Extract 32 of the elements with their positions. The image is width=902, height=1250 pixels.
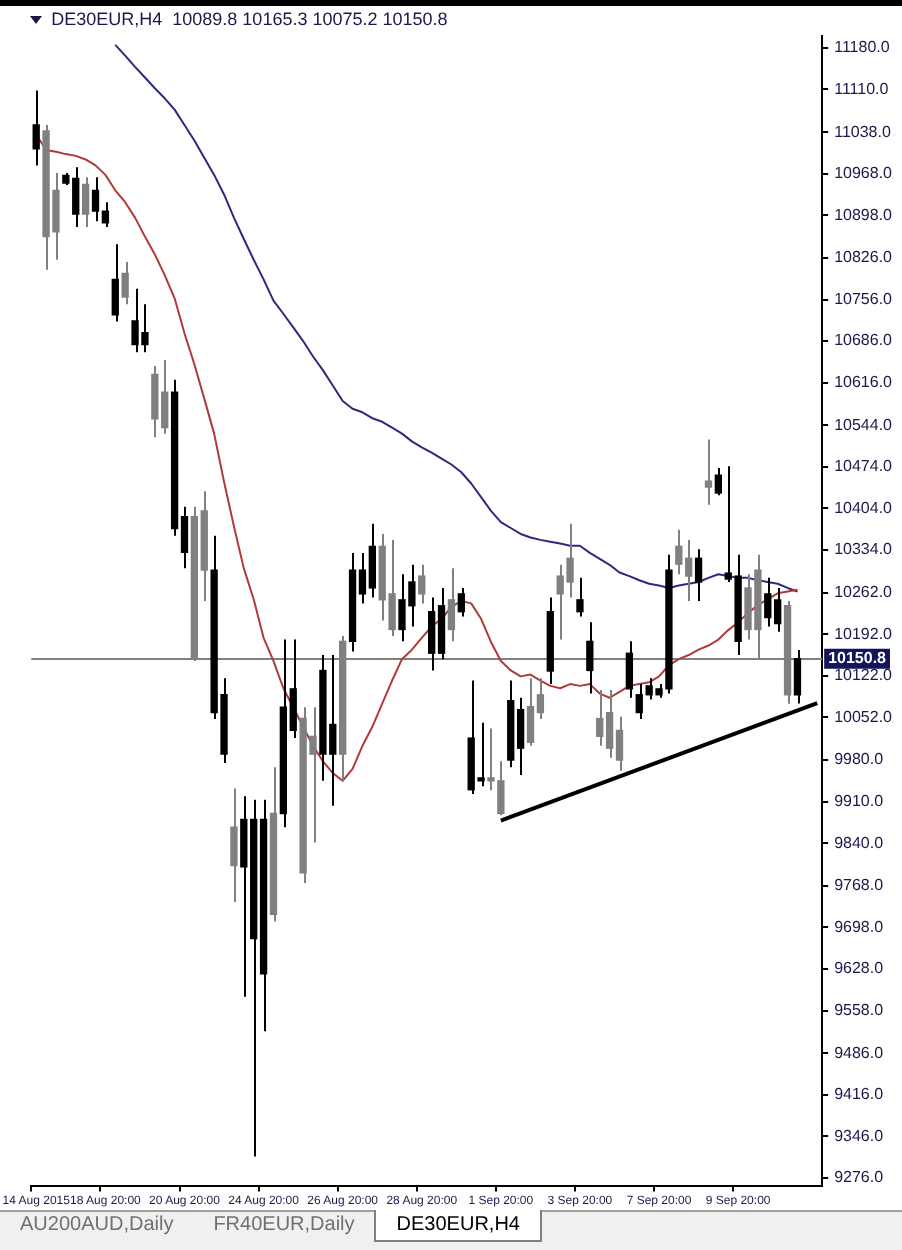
y-tick-label: 9558.0 xyxy=(834,1000,885,1019)
y-tick-label: 10122.0 xyxy=(834,666,894,685)
text: AU200AUD,Daily xyxy=(18,1212,176,1240)
chart-title: DE30EUR,H4 10089.8 10165.3 10075.2 10150.8 xyxy=(51,8,448,29)
y-tick-label: 9698.0 xyxy=(834,917,885,936)
y-tick-label: 10192.0 xyxy=(834,624,894,643)
y-tick-label: 11180.0 xyxy=(834,38,891,57)
y-tick-label: 10898.0 xyxy=(834,205,894,224)
y-tick-label: 10404.0 xyxy=(834,498,894,517)
y-tick-label: 10544.0 xyxy=(834,415,894,434)
y-tick-label: 9980.0 xyxy=(834,750,885,769)
y-tick-label: 9840.0 xyxy=(834,833,885,852)
y-tick-label: 10334.0 xyxy=(834,540,894,559)
text: FR40EUR,Daily xyxy=(211,1212,357,1240)
y-tick-label: 10756.0 xyxy=(834,289,894,308)
y-tick-label: 11038.0 xyxy=(834,122,892,141)
y-tick-label: 9346.0 xyxy=(834,1126,885,1145)
ref-line-label: 10150.8 xyxy=(828,649,888,668)
y-tick-label: 10826.0 xyxy=(834,248,894,267)
y-tick-label: 9910.0 xyxy=(834,792,885,811)
y-tick-label: 11110.0 xyxy=(834,79,890,98)
y-tick-label: 10968.0 xyxy=(834,164,894,183)
y-tick-label: 10262.0 xyxy=(834,583,894,602)
y-tick-label: 9628.0 xyxy=(834,959,885,978)
y-tick-label: 10052.0 xyxy=(834,707,894,726)
y-tick-label: 10474.0 xyxy=(834,457,894,476)
y-tick-label: 10616.0 xyxy=(834,373,894,392)
y-tick-label: 9768.0 xyxy=(834,876,885,895)
y-tick-label: 9276.0 xyxy=(834,1168,885,1187)
y-tick-label: 9486.0 xyxy=(834,1043,885,1062)
y-tick-label: 9416.0 xyxy=(834,1085,885,1104)
y-tick-label: 10686.0 xyxy=(834,331,894,350)
